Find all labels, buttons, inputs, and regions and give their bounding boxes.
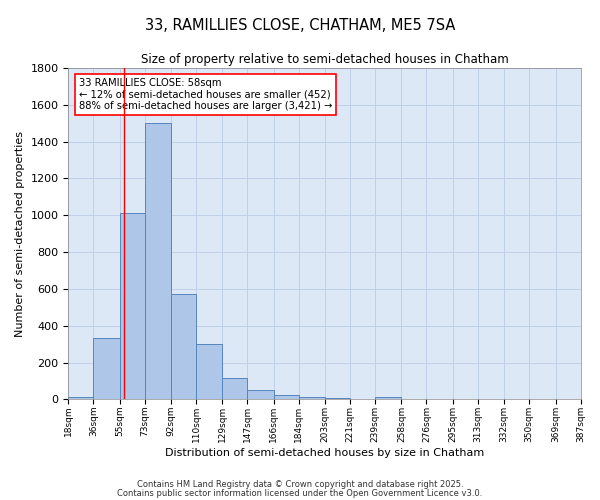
X-axis label: Distribution of semi-detached houses by size in Chatham: Distribution of semi-detached houses by … [165, 448, 484, 458]
Text: Contains public sector information licensed under the Open Government Licence v3: Contains public sector information licen… [118, 489, 482, 498]
Bar [325, 398, 350, 400]
Bar [247, 390, 274, 400]
Title: Size of property relative to semi-detached houses in Chatham: Size of property relative to semi-detach… [140, 52, 508, 66]
Text: Contains HM Land Registry data © Crown copyright and database right 2025.: Contains HM Land Registry data © Crown c… [137, 480, 463, 489]
Bar [120, 214, 145, 400]
Bar [196, 344, 223, 400]
Bar [223, 378, 247, 400]
Bar [145, 124, 171, 400]
Y-axis label: Number of semi-detached properties: Number of semi-detached properties [15, 130, 25, 336]
Bar [274, 394, 299, 400]
Text: 33, RAMILLIES CLOSE, CHATHAM, ME5 7SA: 33, RAMILLIES CLOSE, CHATHAM, ME5 7SA [145, 18, 455, 32]
Bar [171, 294, 196, 400]
Bar [299, 396, 325, 400]
Text: 33 RAMILLIES CLOSE: 58sqm
← 12% of semi-detached houses are smaller (452)
88% of: 33 RAMILLIES CLOSE: 58sqm ← 12% of semi-… [79, 78, 332, 111]
Bar [375, 398, 401, 400]
Bar [68, 396, 94, 400]
Bar [94, 338, 120, 400]
